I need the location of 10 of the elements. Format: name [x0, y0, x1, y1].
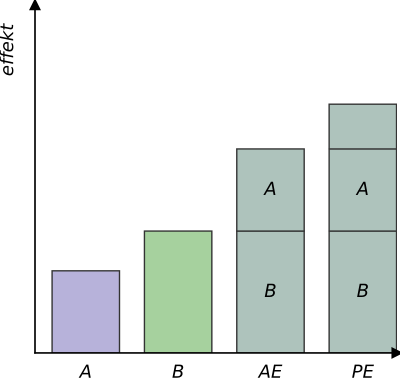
bar	[144, 230, 213, 353]
annotation: B	[264, 284, 276, 297]
x-tick-label: PE	[352, 364, 374, 378]
x-tick-label: A	[78, 364, 91, 378]
x-tick-label: B	[172, 364, 184, 378]
annotation: A	[356, 182, 368, 195]
bar	[51, 270, 120, 353]
x-tick-label: AE	[258, 364, 282, 378]
annotation: B	[357, 284, 368, 297]
annotation: A	[263, 182, 276, 195]
